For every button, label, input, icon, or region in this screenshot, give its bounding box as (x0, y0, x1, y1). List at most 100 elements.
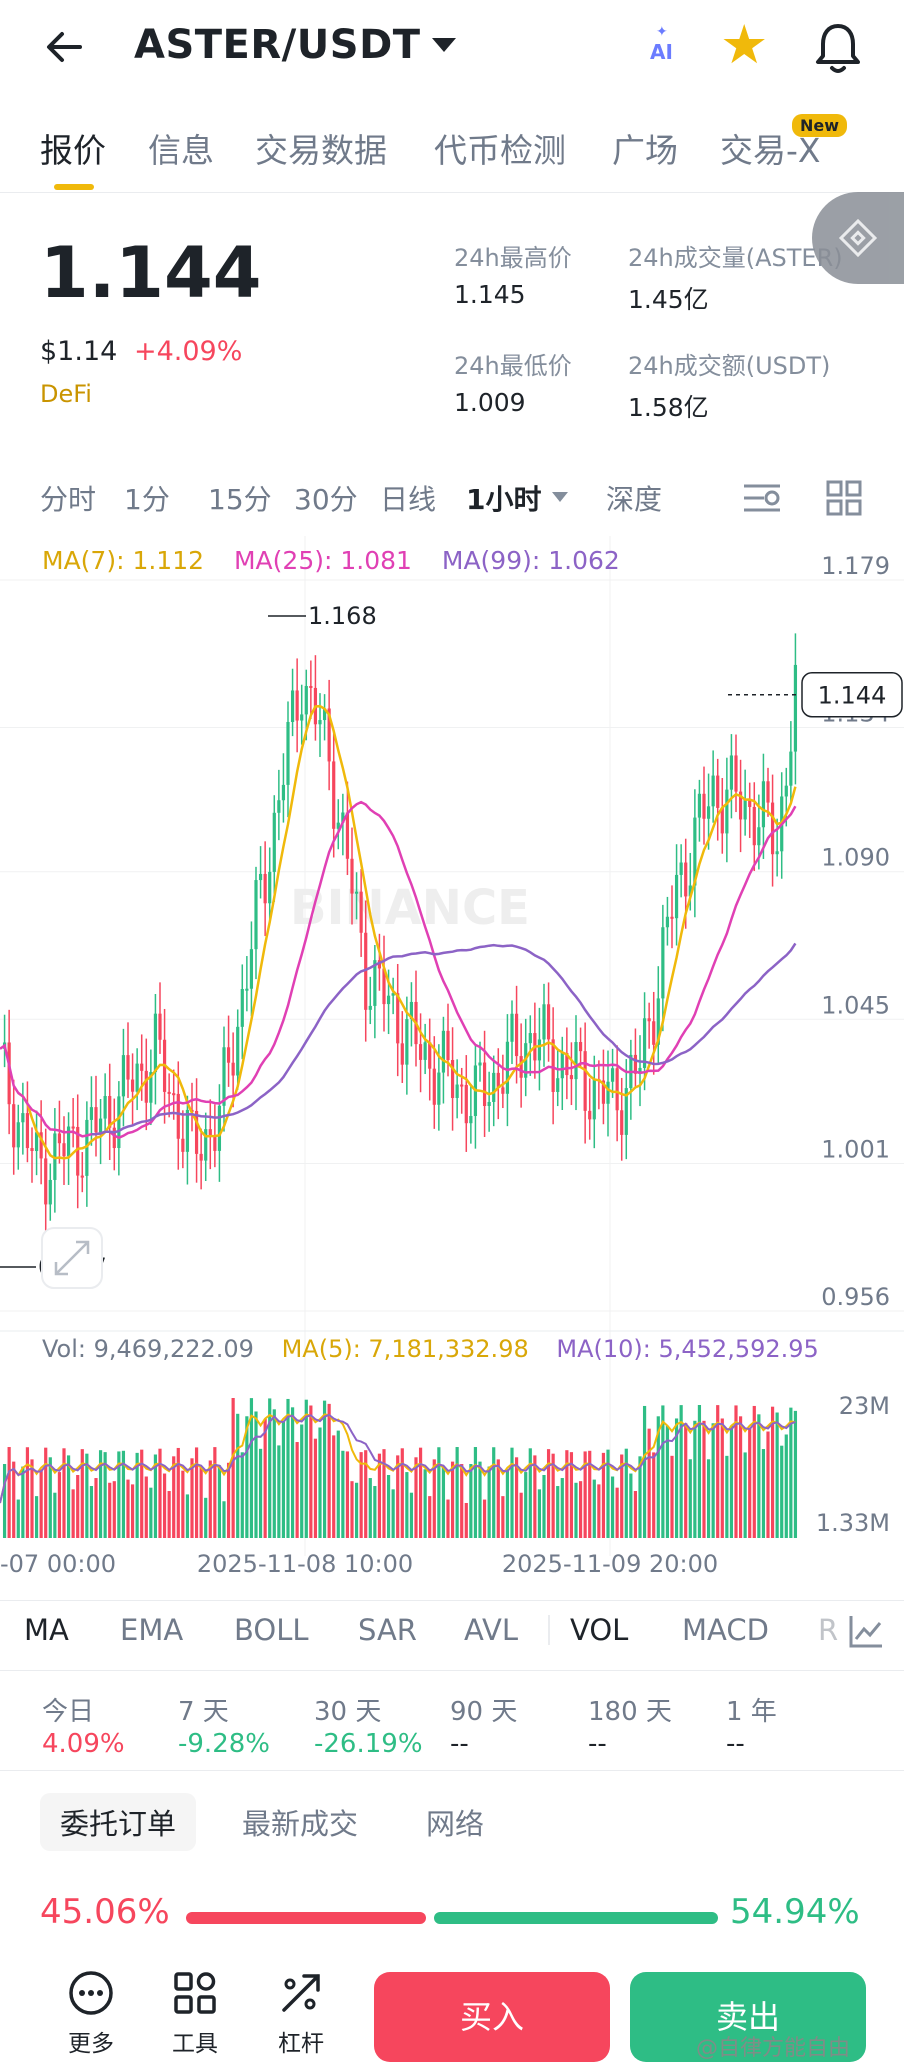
volume-bar (560, 1478, 564, 1538)
candle-body (364, 932, 368, 1010)
tab-info[interactable]: 信息 (148, 131, 214, 170)
volume-bar (272, 1409, 276, 1538)
volume-bar (25, 1447, 30, 1538)
volume-bar (185, 1494, 190, 1538)
tools-button[interactable]: 工具 (160, 1970, 230, 2058)
candle-body (62, 1143, 66, 1157)
interval-15m[interactable]: 15分 (208, 483, 272, 516)
tab-order-book[interactable]: 委托订单 (40, 1793, 197, 1851)
volume-bar (153, 1454, 158, 1538)
buy-button[interactable]: 买入 (374, 1972, 610, 2062)
bottom-bar: 更多 工具 杠杆 (0, 1960, 904, 2065)
tab-square[interactable]: 广场 (612, 131, 678, 170)
candle-body (711, 775, 715, 807)
volume-bar (231, 1398, 235, 1538)
ind-vol[interactable]: VOL (570, 1613, 629, 1647)
ai-sparkle-icon[interactable]: ✦ AI (650, 24, 673, 64)
tab-quote[interactable]: 报价 (40, 131, 106, 170)
interval-dropdown-icon[interactable] (552, 492, 568, 502)
volume-bar (158, 1448, 162, 1538)
ind-sar[interactable]: SAR (358, 1613, 417, 1647)
dropdown-caret-icon[interactable] (432, 38, 456, 52)
candle-body (34, 1132, 39, 1152)
interval-time[interactable]: 分时 (40, 483, 97, 516)
volume-bar (542, 1474, 546, 1538)
candle-body (601, 1080, 606, 1104)
tools-label: 工具 (172, 2031, 218, 2057)
ind-boll[interactable]: BOLL (234, 1613, 309, 1647)
ind-ma[interactable]: MA (24, 1613, 69, 1647)
volume-bar (108, 1482, 112, 1538)
volume-bar (437, 1447, 441, 1538)
candle-body (108, 1096, 112, 1128)
candle-body (295, 690, 299, 721)
leverage-button[interactable]: 杠杆 (266, 1970, 336, 2058)
sell-button[interactable]: 卖出 (630, 1972, 866, 2062)
volume-bar (748, 1428, 752, 1538)
volume-bar (98, 1450, 103, 1538)
star-icon[interactable]: ★ (720, 13, 769, 76)
candle-body (359, 891, 363, 933)
usd-price: $1.14 (40, 336, 118, 367)
candle-body (405, 1019, 409, 1065)
ma7-line (17, 704, 797, 1160)
tab-trade-x[interactable]: 交易-X (720, 131, 821, 170)
tab-trading-data[interactable]: 交易数据 (255, 131, 387, 170)
tab-latest-trades[interactable]: 最新成交 (242, 1807, 359, 1841)
high-value: 1.145 (454, 280, 526, 309)
bell-icon[interactable] (812, 20, 864, 76)
candle-body (482, 1062, 487, 1106)
interval-30m[interactable]: 30分 (294, 483, 358, 516)
grid-layout-icon[interactable] (826, 480, 862, 516)
volume-bar (428, 1496, 432, 1538)
watermark-text: @自律方能自由 (696, 2036, 851, 2061)
tab-token-check[interactable]: 代币检测 (434, 131, 566, 170)
chart-tools-icon[interactable] (848, 1613, 884, 1649)
candle-body (556, 1078, 560, 1092)
volume-bar (249, 1398, 254, 1538)
interval-1d[interactable]: 日线 (380, 483, 437, 516)
chart-settings-icon[interactable] (742, 480, 782, 516)
pair-title[interactable]: ASTER/USDT (134, 22, 421, 68)
candle-body (94, 1107, 98, 1133)
volume-legend: Vol: 9,469,222.09 MA(5): 7,181,332.98 MA… (42, 1335, 819, 1363)
volume-quote-value: 1.58亿 (628, 393, 709, 422)
last-price-box (801, 671, 903, 718)
candle-body (199, 1153, 203, 1161)
volume-bar (496, 1459, 500, 1538)
candle-body (528, 1033, 532, 1044)
candle-body (574, 1042, 578, 1080)
interval-depth[interactable]: 深度 (606, 483, 663, 516)
candlestick-chart[interactable]: 1.1791.1341.0901.0451.0010.956BINANCE1.1… (0, 536, 904, 1596)
candle-body (290, 690, 295, 722)
volume-bar (482, 1499, 487, 1538)
volume-bar (66, 1455, 71, 1538)
floating-action-button[interactable] (812, 192, 904, 284)
ind-macd[interactable]: MACD (682, 1613, 769, 1647)
volume-bar (706, 1459, 711, 1538)
ind-ema[interactable]: EMA (120, 1613, 184, 1647)
candle-body (185, 1109, 190, 1152)
candle-body (514, 1013, 519, 1057)
candle-body (217, 1105, 222, 1151)
candle-body (76, 1126, 80, 1176)
volume-bar (368, 1478, 372, 1538)
volume-bar (743, 1452, 747, 1538)
volume-bar (304, 1399, 308, 1538)
volume-bar (39, 1469, 43, 1538)
candle-body (784, 785, 788, 797)
back-arrow-icon[interactable] (40, 22, 90, 72)
candle-body (519, 1056, 523, 1078)
interval-1h[interactable]: 1小时 (466, 483, 542, 516)
perf-value: -9.28% (178, 1729, 270, 1759)
category-tag[interactable]: DeFi (40, 380, 92, 408)
ind-avl[interactable]: AVL (464, 1613, 518, 1647)
candle-body (254, 880, 258, 950)
volume-bar (588, 1450, 592, 1538)
ind-more[interactable]: R (818, 1613, 839, 1647)
more-button[interactable]: 更多 (56, 1970, 126, 2058)
candle-body (729, 755, 734, 790)
candle-body (428, 1042, 432, 1069)
interval-1m[interactable]: 1分 (124, 483, 170, 516)
tab-network[interactable]: 网络 (426, 1807, 485, 1841)
